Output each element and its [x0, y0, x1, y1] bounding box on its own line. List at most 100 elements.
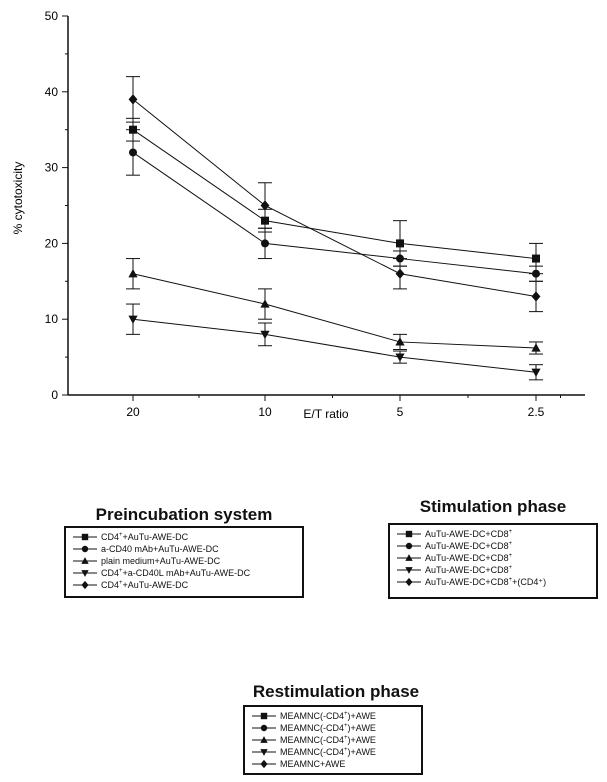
legend-marker — [81, 533, 89, 541]
legend-diamond-icon — [73, 580, 97, 590]
data-point — [531, 368, 541, 378]
legend-triangle-up-icon — [397, 554, 421, 561]
legend-item: MEAMNC(-CD4+)+AWE — [251, 710, 415, 722]
legend-label: MEAMNC(-CD4+)+AWE — [280, 711, 376, 721]
legend-square-icon — [397, 530, 421, 538]
data-point — [395, 268, 405, 279]
series-diamond — [126, 76, 543, 313]
legend-label: CD4++a-CD40L mAb+AuTu-AWE-DC — [101, 568, 251, 578]
preincubation-legend: CD4++AuTu-AWE-DC a-CD40 mAb+AuTu-AWE-DC pl… — [64, 526, 304, 598]
x-tick-label: 5 — [397, 405, 404, 419]
legend-label: CD4++AuTu-AWE-DC — [101, 532, 189, 542]
data-point — [261, 239, 269, 248]
y-tick-label: 50 — [45, 9, 59, 23]
data-point — [395, 353, 405, 362]
series-triangle-up — [126, 258, 543, 355]
legend-label: MEAMNC(-CD4+)+AWE — [280, 747, 376, 757]
legend-square-icon — [252, 712, 276, 720]
legend-marker — [260, 736, 268, 743]
data-point — [532, 269, 540, 278]
stimulation-legend: AuTu-AWE-DC+CD8+ AuTu-AWE-DC+CD8+ AuTu-AWE… — [388, 523, 598, 599]
data-point — [396, 239, 404, 248]
legend-marker — [81, 570, 89, 577]
legend-marker — [405, 567, 413, 574]
legend-item: plain medium+AuTu-AWE-DC — [72, 555, 296, 567]
legend-triangle-up-icon — [73, 557, 97, 564]
series-triangle-down — [126, 303, 543, 381]
legend-item: a-CD40 mAb+AuTu-AWE-DC — [72, 543, 296, 555]
y-tick-label: 10 — [45, 312, 59, 326]
legend-triangle-down-icon — [397, 567, 421, 574]
series-layer — [126, 76, 543, 381]
data-point — [260, 299, 270, 308]
legend-label: MEAMNC+AWE — [280, 759, 346, 769]
data-point — [129, 148, 137, 157]
legend-item: AuTu-AWE-DC+CD8+ — [396, 564, 590, 576]
data-point — [395, 337, 405, 346]
legend-marker — [405, 577, 413, 587]
series-line — [132, 273, 537, 349]
legend-marker — [81, 545, 89, 553]
data-point — [128, 94, 138, 105]
legend-triangle-down-icon — [252, 749, 276, 756]
legend-circle-icon — [73, 545, 97, 553]
legend-triangle-up-icon — [252, 736, 276, 743]
series-line — [132, 129, 537, 260]
legend-diamond-icon — [252, 759, 276, 769]
restimulation-legend-title: Restimulation phase — [252, 682, 420, 701]
series-line — [132, 152, 537, 275]
legend-marker — [405, 542, 413, 550]
legend-label: AuTu-AWE-DC+CD8+ — [425, 529, 513, 539]
legend-label: a-CD40 mAb+AuTu-AWE-DC — [101, 544, 219, 554]
y-tick-label: 0 — [51, 388, 58, 402]
legend-item: CD4++AuTu-AWE-DC — [72, 531, 296, 543]
legend-marker — [81, 580, 89, 590]
legend-marker — [260, 749, 268, 756]
x-axis-label: E/T ratio — [303, 407, 348, 421]
data-point — [260, 200, 270, 211]
legend-label: AuTu-AWE-DC+CD8++(CD4⁺) — [425, 576, 547, 587]
x-tick-label: 10 — [258, 405, 272, 419]
legend-triangle-down-icon — [73, 570, 97, 577]
axes: 0 10 20 30 40 50 20 10 5 2.5 — [45, 9, 585, 419]
legend-item: MEAMNC(-CD4+)+AWE — [251, 734, 415, 746]
data-point — [128, 268, 138, 278]
data-point — [532, 254, 540, 263]
legend-diamond-icon — [397, 577, 421, 587]
legend-label: MEAMNC(-CD4+)+AWE — [280, 723, 376, 733]
legend-item: CD4++AuTu-AWE-DC — [72, 579, 296, 591]
legend-marker — [260, 759, 268, 769]
y-axis-label: % cytotoxicity — [11, 162, 25, 235]
stimulation-legend-title: Stimulation phase — [419, 497, 567, 516]
legend-marker — [81, 557, 89, 564]
legend-item: AuTu-AWE-DC+CD8+ — [396, 552, 590, 564]
restimulation-legend: MEAMNC(-CD4+)+AWE MEAMNC(-CD4+)+AWE MEAMNC… — [243, 705, 423, 775]
series-line — [132, 318, 537, 373]
legend-item: AuTu-AWE-DC+CD8+ — [396, 528, 590, 540]
legend-item: MEAMNC+AWE — [251, 758, 415, 770]
x-tick-label: 20 — [126, 405, 140, 419]
preincubation-legend-title: Preincubation system — [95, 505, 273, 524]
legend-circle-icon — [252, 724, 276, 732]
series-circle — [126, 129, 543, 282]
data-point — [260, 330, 270, 340]
legend-circle-icon — [397, 542, 421, 550]
legend-square-icon — [73, 533, 97, 541]
series-line — [132, 98, 537, 297]
legend-label: AuTu-AWE-DC+CD8+ — [425, 553, 513, 563]
legend-label: AuTu-AWE-DC+CD8+ — [425, 541, 513, 551]
legend-item: MEAMNC(-CD4+)+AWE — [251, 722, 415, 734]
y-tick-label: 40 — [45, 85, 59, 99]
legend-item: AuTu-AWE-DC+CD8++(CD4⁺) — [396, 576, 590, 588]
legend-marker — [260, 712, 268, 720]
legend-item: MEAMNC(-CD4+)+AWE — [251, 746, 415, 758]
y-tick-label: 30 — [45, 161, 59, 175]
legend-marker — [405, 530, 413, 538]
legend-label: AuTu-AWE-DC+CD8+ — [425, 565, 513, 575]
legend-label: plain medium+AuTu-AWE-DC — [101, 556, 221, 566]
y-tick-label: 20 — [45, 236, 59, 250]
cytotoxicity-chart: 0 10 20 30 40 50 20 10 5 2.5 % cytotoxicity E/T r… — [11, 9, 585, 421]
x-tick-label: 2.5 — [528, 405, 545, 419]
legend-marker — [260, 724, 268, 732]
series-square — [126, 117, 543, 275]
